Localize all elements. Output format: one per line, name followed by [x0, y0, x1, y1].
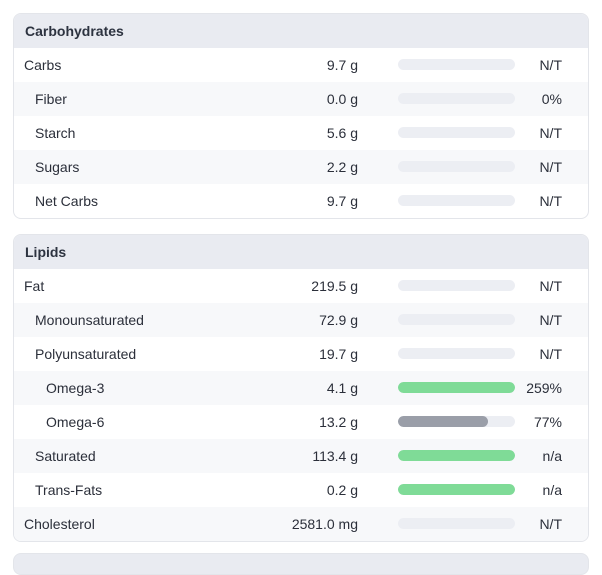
progress-bar: [398, 484, 515, 495]
progress-fill: [398, 382, 515, 393]
percent-target: 77%: [533, 414, 562, 430]
nutrient-name: Omega-3: [46, 380, 105, 396]
nutrient-amount: 19.7 g: [319, 346, 358, 362]
nutrient-amount: 0.2 g: [326, 482, 358, 498]
nutrient-name: Starch: [35, 125, 76, 141]
nutrient-name: Polyunsaturated: [35, 346, 137, 362]
percent-target: N/T: [539, 193, 562, 209]
nutrient-row[interactable]: Cholesterol 2581.0 mg N/T: [14, 507, 588, 541]
progress-bar: [398, 59, 515, 70]
progress-bar: [398, 127, 515, 138]
progress-bar: [398, 280, 515, 291]
percent-target: N/T: [539, 125, 562, 141]
progress-bar: [398, 348, 515, 359]
nutrient-name: Trans-Fats: [35, 482, 103, 498]
percent-target: N/T: [539, 57, 562, 73]
nutrient-row[interactable]: Fiber 0.0 g 0%: [14, 82, 588, 116]
progress-fill: [398, 416, 489, 427]
percent-target: 259%: [526, 380, 562, 396]
nutrient-amount: 2581.0 mg: [291, 516, 358, 532]
progress-bar: [398, 314, 515, 325]
percent-target: N/T: [539, 516, 562, 532]
nutrient-amount: 5.6 g: [326, 125, 358, 141]
progress-bar: [398, 416, 515, 427]
nutrient-rows: Carbs 9.7 g N/T Fiber 0.0 g 0% Starch 5.6 g N/T S…: [14, 48, 588, 218]
nutrient-amount: 9.7 g: [326, 193, 358, 209]
nutrient-row[interactable]: Monounsaturated 72.9 g N/T: [14, 303, 588, 337]
progress-bar: [398, 450, 515, 461]
progress-bar: [398, 382, 515, 393]
nutrient-amount: 9.7 g: [326, 57, 358, 73]
nutrient-rows: Fat 219.5 g N/T Monounsaturated 72.9 g N/T Pol…: [14, 269, 588, 541]
nutrient-amount: 113.4 g: [312, 448, 358, 464]
nutrient-name: Net Carbs: [35, 193, 99, 209]
percent-target: N/T: [539, 278, 562, 294]
percent-target: n/a: [542, 482, 562, 498]
nutrient-name: Omega-6: [46, 414, 105, 430]
nutrient-amount: 72.9 g: [319, 312, 358, 328]
progress-fill: [398, 450, 515, 461]
nutrient-row[interactable]: Omega-3 4.1 g 259%: [14, 371, 588, 405]
progress-bar: [398, 518, 515, 529]
nutrient-amount: 2.2 g: [326, 159, 358, 175]
nutrient-name: Sugars: [35, 159, 80, 175]
nutrient-row[interactable]: Net Carbs 9.7 g N/T: [14, 184, 588, 218]
nutrient-row[interactable]: Omega-6 13.2 g 77%: [14, 405, 588, 439]
nutrient-name: Monounsaturated: [35, 312, 144, 328]
next-section-card: [13, 553, 589, 575]
section-title: Carbohydrates: [14, 14, 588, 48]
nutrient-name: Saturated: [35, 448, 96, 464]
progress-fill: [398, 484, 515, 495]
section-title: Lipids: [14, 235, 588, 269]
lipids-card: Lipids Fat 219.5 g N/T Monounsaturated 72.9 …: [13, 234, 589, 542]
progress-bar: [398, 195, 515, 206]
nutrient-row[interactable]: Trans-Fats 0.2 g n/a: [14, 473, 588, 507]
nutrient-amount: 13.2 g: [319, 414, 358, 430]
nutrient-row[interactable]: Saturated 113.4 g n/a: [14, 439, 588, 473]
nutrient-amount: 219.5 g: [311, 278, 358, 294]
progress-bar: [398, 161, 515, 172]
percent-target: N/T: [539, 346, 562, 362]
percent-target: N/T: [539, 159, 562, 175]
nutrient-name: Carbs: [24, 57, 62, 73]
percent-target: N/T: [539, 312, 562, 328]
nutrient-row[interactable]: Sugars 2.2 g N/T: [14, 150, 588, 184]
progress-bar: [398, 93, 515, 104]
nutrient-amount: 4.1 g: [326, 380, 358, 396]
nutrient-name: Fat: [24, 278, 45, 294]
carbohydrates-card: Carbohydrates Carbs 9.7 g N/T Fiber 0.0 g 0% S…: [13, 13, 589, 219]
nutrient-name: Fiber: [35, 91, 67, 107]
nutrient-row[interactable]: Polyunsaturated 19.7 g N/T: [14, 337, 588, 371]
nutrient-name: Cholesterol: [24, 516, 95, 532]
nutrient-amount: 0.0 g: [326, 91, 358, 107]
percent-target: 0%: [541, 91, 562, 107]
nutrient-row[interactable]: Carbs 9.7 g N/T: [14, 48, 588, 82]
percent-target: n/a: [542, 448, 562, 464]
nutrient-row[interactable]: Starch 5.6 g N/T: [14, 116, 588, 150]
nutrient-row[interactable]: Fat 219.5 g N/T: [14, 269, 588, 303]
